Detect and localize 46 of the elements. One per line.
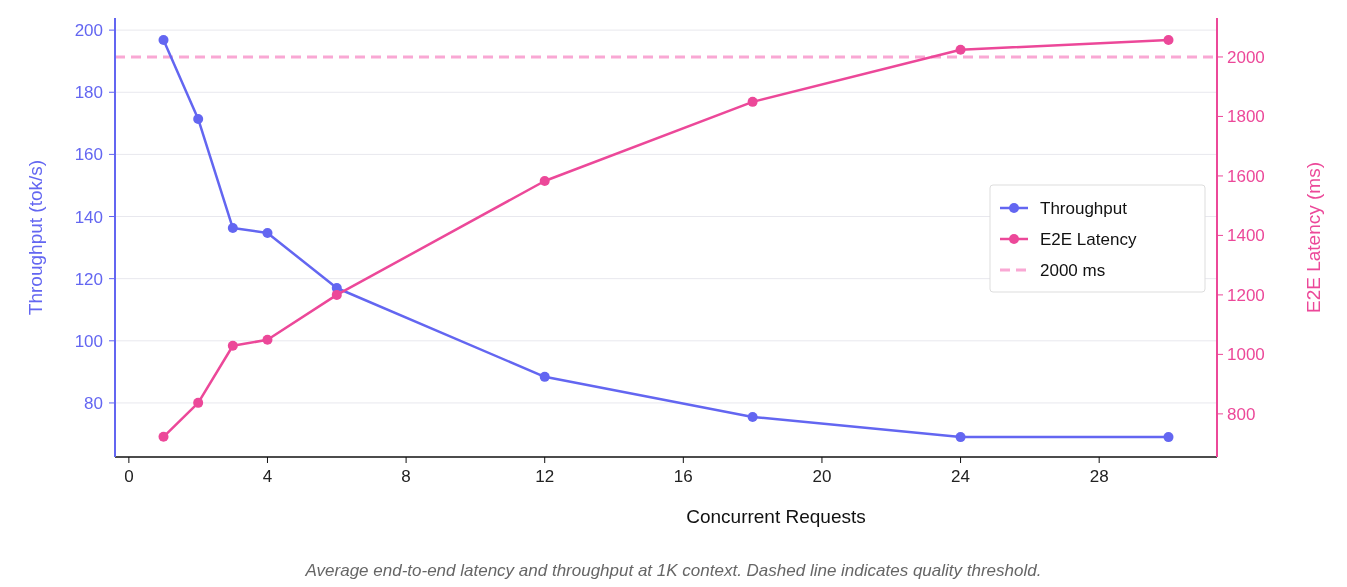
- y-tick-label: 200: [74, 21, 103, 41]
- point: [227, 340, 238, 351]
- y2-tick-label: 1800: [1227, 107, 1265, 127]
- y2-tick-label: 1400: [1227, 226, 1265, 246]
- y-tick-label: 180: [74, 83, 103, 103]
- point: [193, 113, 204, 124]
- point: [1163, 35, 1174, 46]
- point: [1163, 432, 1174, 443]
- x-tick-label: 28: [1089, 467, 1109, 486]
- point: [955, 432, 966, 443]
- y2-tick-label: 800: [1227, 404, 1256, 424]
- point: [262, 334, 273, 345]
- y-tick-label: 80: [84, 393, 103, 413]
- point: [227, 223, 238, 234]
- x-tick-label: 12: [535, 467, 555, 486]
- point: [193, 397, 204, 408]
- y-tick-label: 140: [74, 207, 103, 227]
- x-tick-label: 24: [951, 467, 971, 486]
- legend-label: 2000 ms: [1040, 261, 1106, 280]
- x-tick-label: 8: [401, 467, 411, 486]
- x-tick-label: 0: [124, 467, 134, 486]
- y-tick-label: 100: [74, 331, 103, 351]
- y2-tick-label: 1600: [1227, 166, 1265, 186]
- y-axis-title: Throughput (tok/s): [25, 159, 46, 316]
- point: [539, 175, 550, 186]
- x-tick-label: 16: [673, 467, 693, 486]
- x-axis-title: Concurrent Requests: [686, 506, 866, 527]
- x-tick-label: 20: [812, 467, 832, 486]
- legend-label: Throughput: [1040, 199, 1128, 218]
- point: [539, 371, 550, 382]
- point: [262, 228, 273, 238]
- point: [158, 431, 169, 442]
- point: [747, 96, 758, 107]
- y-tick-label: 160: [74, 145, 103, 165]
- y2-tick-label: 1200: [1227, 285, 1265, 305]
- text: Average end-to-end latency and throughput at 1K context. Dashed line indicates quality threshold.: [304, 561, 1042, 580]
- point: [747, 411, 758, 422]
- x-tick-label: 4: [262, 467, 273, 486]
- point: [158, 35, 169, 46]
- y2-tick-label: 2000: [1227, 47, 1265, 67]
- point: [955, 44, 966, 55]
- y2-tick-label: 1000: [1227, 345, 1265, 365]
- legend-label: E2E Latency: [1040, 230, 1137, 249]
- y2-axis-title: E2E Latency (ms): [1303, 162, 1324, 313]
- y-tick-label: 120: [74, 269, 103, 289]
- point: [331, 289, 342, 300]
